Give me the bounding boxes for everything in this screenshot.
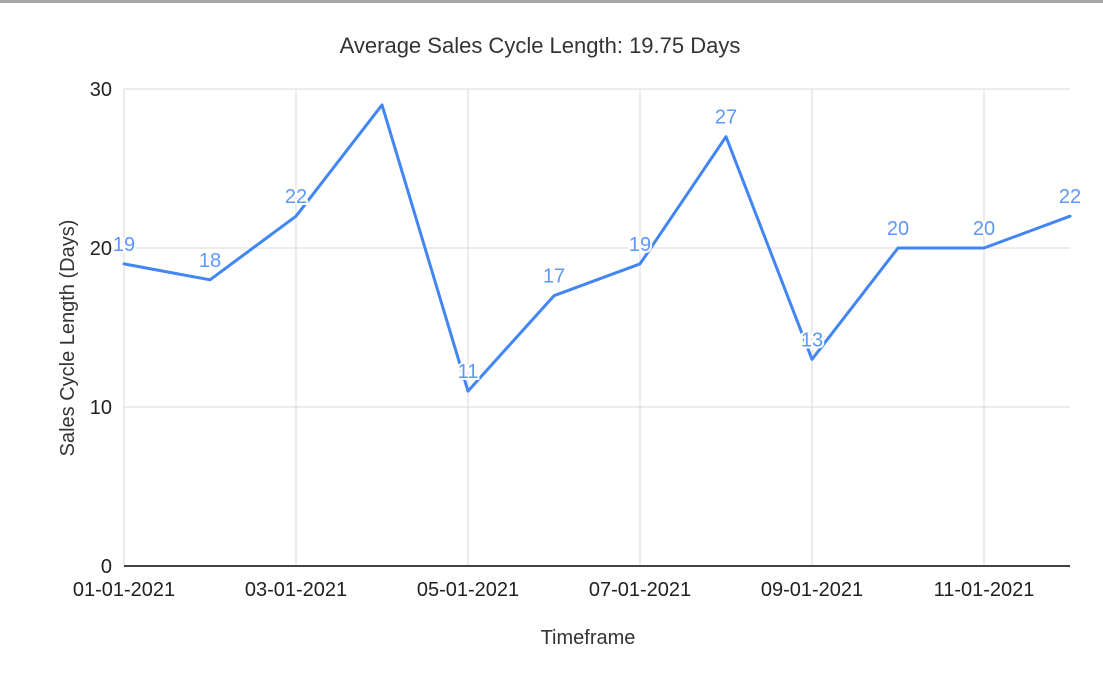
x-tick-label: 07-01-2021 <box>589 579 691 601</box>
chart-title: Average Sales Cycle Length: 19.75 Days <box>340 33 741 58</box>
series-line <box>122 103 1072 393</box>
data-point-label: 22 <box>285 186 307 208</box>
y-axis-title: Sales Cycle Length (Days) <box>57 220 79 457</box>
x-tick-label: 09-01-2021 <box>761 579 863 601</box>
y-tick-label: 30 <box>90 79 112 101</box>
data-point-label: 19 <box>629 234 651 256</box>
top-border-rule <box>0 0 1103 3</box>
x-axis-title: Timeframe <box>541 627 636 649</box>
data-point-label: 13 <box>801 329 823 351</box>
x-tick-label: 11-01-2021 <box>934 579 1035 601</box>
x-tick-label: 03-01-2021 <box>245 579 347 601</box>
y-tick-label: 10 <box>90 397 112 419</box>
data-point-label: 18 <box>199 250 221 272</box>
data-point-label: 19 <box>113 234 135 256</box>
x-tick-label: 05-01-2021 <box>417 579 519 601</box>
data-point-label: 11 <box>458 361 479 383</box>
data-point-label: 20 <box>887 218 909 240</box>
data-point-label: 17 <box>543 266 565 288</box>
data-point-label: 22 <box>1059 186 1081 208</box>
data-point-label: 20 <box>973 218 995 240</box>
x-tick-label: 01-01-2021 <box>73 579 175 601</box>
plot-area: 01-01-2021 03-01-2021 05-01-2021 07-01-2021… <box>73 79 1083 601</box>
y-tick-label: 0 <box>101 556 112 578</box>
data-point-label: 27 <box>715 107 737 129</box>
y-tick-label: 20 <box>90 238 112 260</box>
